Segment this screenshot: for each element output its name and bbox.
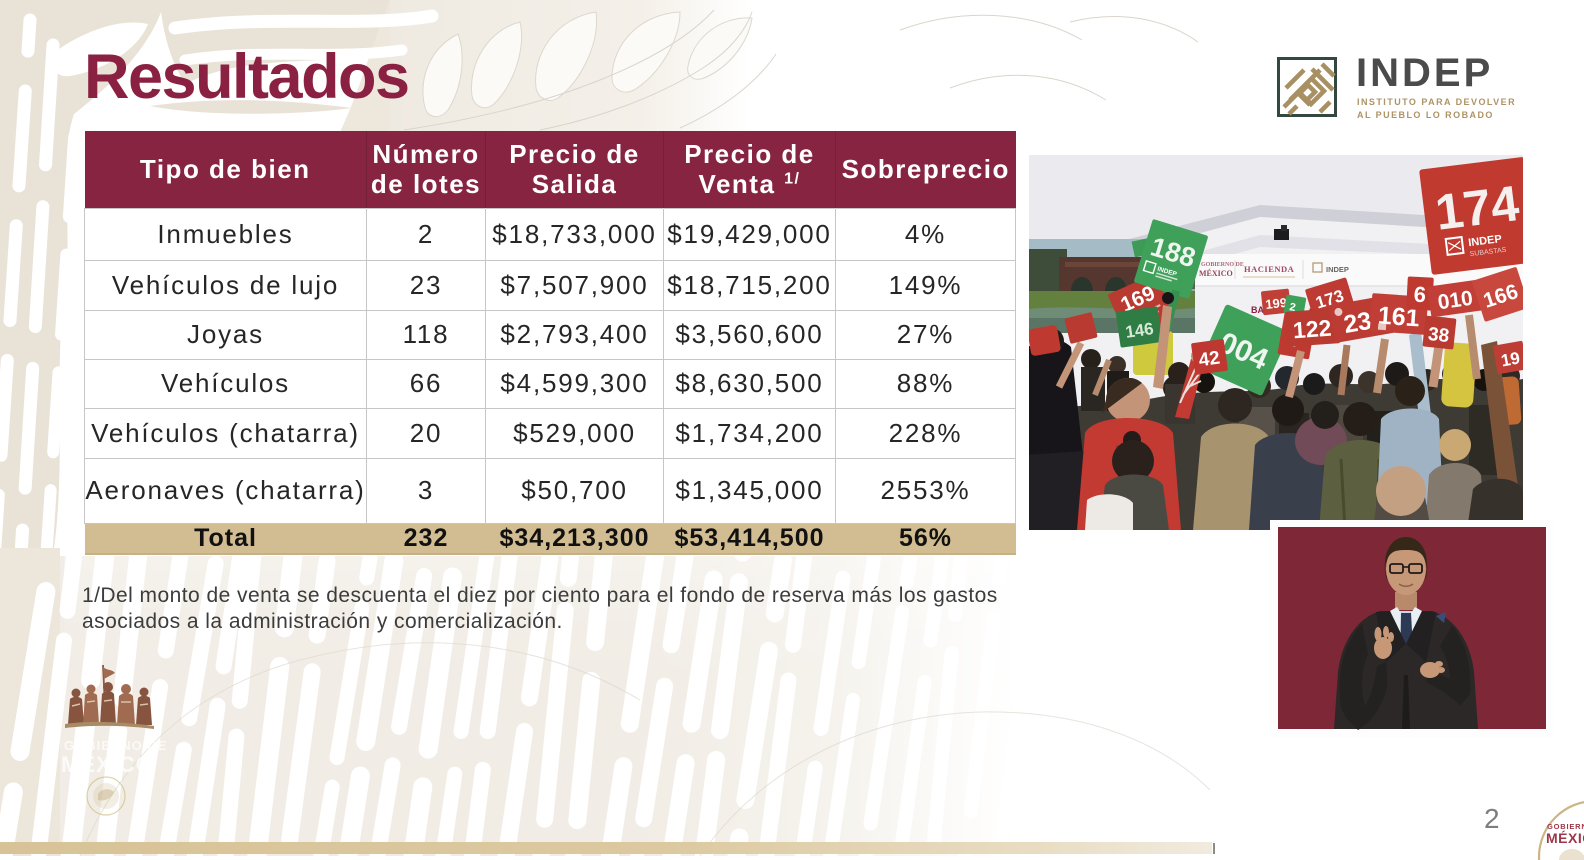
svg-text:010: 010 [1436,287,1474,315]
svg-text:INDEP: INDEP [1326,265,1349,274]
svg-text:MÉXICO: MÉXICO [1546,830,1584,846]
svg-text:6: 6 [1413,282,1427,308]
svg-text:MÉXICO: MÉXICO [1199,268,1233,278]
svg-text:GOBIERNO: GOBIERNO [1547,822,1584,831]
svg-text:2: 2 [1289,301,1297,314]
svg-text:199: 199 [1265,295,1288,312]
svg-text:HACIENDA: HACIENDA [1244,264,1295,274]
svg-text:INDEP: INDEP [1468,233,1503,249]
svg-text:122: 122 [1292,315,1332,344]
svg-text:GOBIERNO DE: GOBIERNO DE [64,738,167,753]
svg-text:GOBIERNO DE: GOBIERNO DE [1201,262,1244,268]
svg-text:MÉXICO: MÉXICO [61,752,154,777]
svg-text:19: 19 [1499,348,1521,370]
svg-text:38: 38 [1427,324,1450,347]
svg-text:42: 42 [1197,348,1221,372]
svg-text:SUBASTAS: SUBASTAS [1469,247,1507,258]
svg-text:146: 146 [1124,319,1155,342]
svg-text:174: 174 [1432,175,1522,241]
